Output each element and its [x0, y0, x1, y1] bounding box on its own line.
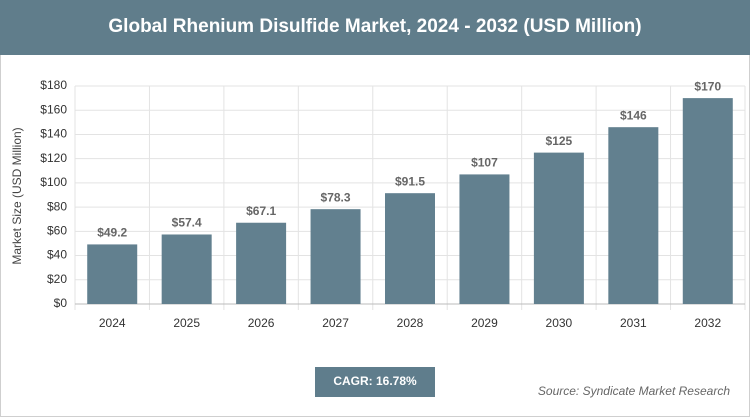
value-label: $78.3 [321, 190, 351, 204]
x-tick-label: 2024 [99, 316, 126, 330]
y-tick-label: $100 [40, 175, 67, 189]
y-tick-label: $60 [47, 224, 67, 238]
bar [161, 234, 212, 304]
y-tick-label: $160 [40, 102, 67, 116]
value-label: $91.5 [395, 174, 425, 188]
y-tick-label: $20 [47, 272, 67, 286]
cagr-label: CAGR: 16.78% [333, 374, 417, 388]
x-tick-label: 2027 [322, 316, 349, 330]
bar [310, 209, 361, 304]
bar [459, 174, 510, 304]
x-tick-label: 2031 [620, 316, 647, 330]
x-tick-label: 2028 [397, 316, 424, 330]
x-tick-label: 2032 [694, 316, 721, 330]
source-note: Source: Syndicate Market Research [538, 384, 730, 398]
y-tick-label: $80 [47, 199, 67, 213]
x-tick-label: 2026 [248, 316, 275, 330]
x-tick-label: 2029 [471, 316, 498, 330]
value-label: $146 [620, 108, 647, 122]
y-tick-label: $40 [47, 248, 67, 262]
value-label: $67.1 [246, 204, 276, 218]
chart-title: Global Rhenium Disulfide Market, 2024 - … [108, 16, 641, 37]
y-tick-label: $140 [40, 127, 67, 141]
x-tick-label: 2030 [546, 316, 573, 330]
bar [608, 127, 659, 304]
x-tick-label: 2025 [173, 316, 200, 330]
header [0, 0, 750, 55]
value-label: $49.2 [97, 226, 127, 240]
y-tick-label: $180 [40, 78, 67, 92]
bar [87, 244, 138, 304]
bar [682, 98, 733, 304]
value-label: $125 [546, 134, 573, 148]
value-label: $57.4 [172, 216, 202, 230]
y-tick-label: $0 [54, 296, 68, 310]
value-label: $170 [694, 79, 721, 93]
value-label: $107 [471, 156, 498, 170]
y-axis-label: Market Size (USD Million) [10, 127, 24, 264]
bar [236, 222, 287, 304]
bar [533, 152, 584, 304]
bar [385, 193, 435, 304]
y-tick-label: $120 [40, 151, 67, 165]
cagr-box [315, 367, 435, 397]
